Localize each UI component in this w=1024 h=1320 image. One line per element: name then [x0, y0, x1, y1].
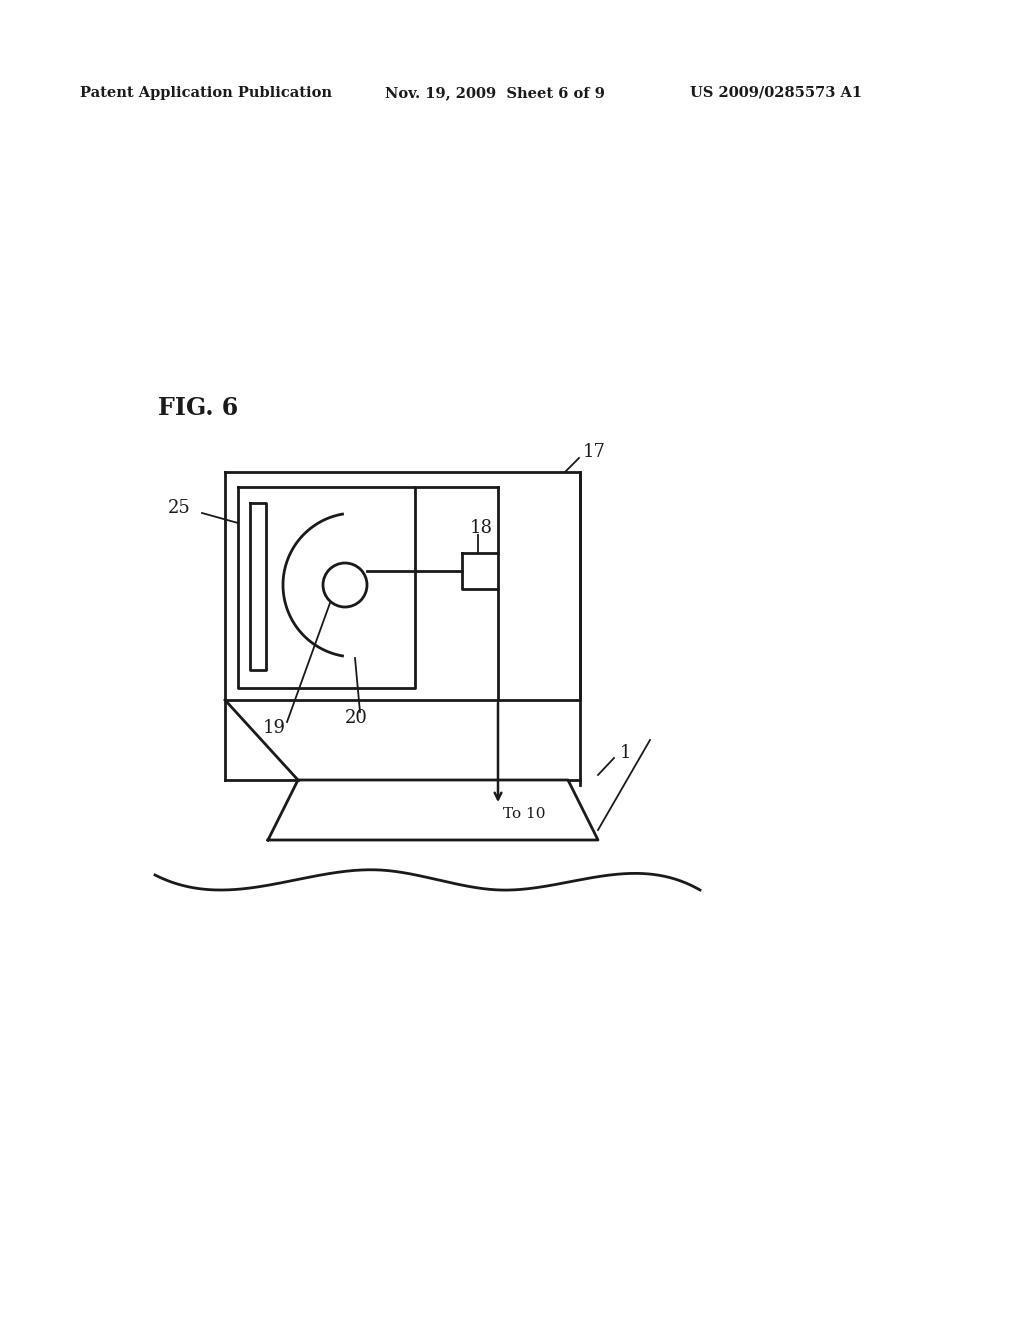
- Text: 1: 1: [620, 744, 632, 762]
- Text: FIG. 6: FIG. 6: [158, 396, 239, 420]
- Text: 19: 19: [263, 719, 286, 737]
- Text: Nov. 19, 2009  Sheet 6 of 9: Nov. 19, 2009 Sheet 6 of 9: [385, 86, 605, 100]
- Text: 17: 17: [583, 444, 606, 461]
- Text: To 10: To 10: [503, 807, 546, 821]
- Text: Patent Application Publication: Patent Application Publication: [80, 86, 332, 100]
- Text: 18: 18: [470, 519, 493, 537]
- Text: 20: 20: [345, 709, 368, 727]
- Text: US 2009/0285573 A1: US 2009/0285573 A1: [690, 86, 862, 100]
- Text: 25: 25: [168, 499, 190, 517]
